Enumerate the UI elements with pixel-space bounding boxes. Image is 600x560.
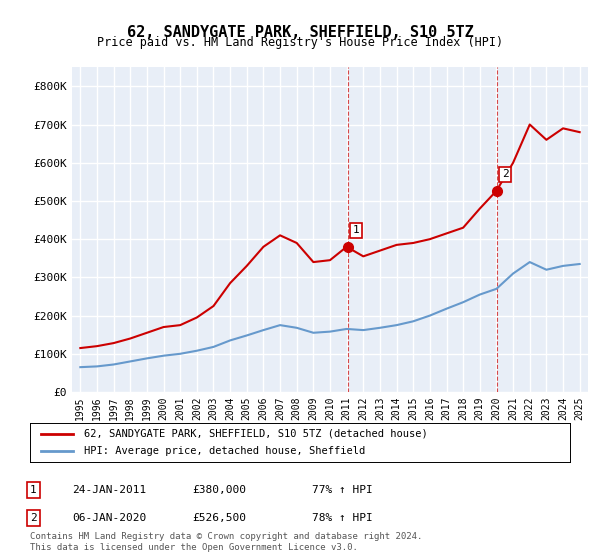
Text: HPI: Average price, detached house, Sheffield: HPI: Average price, detached house, Shef… [84, 446, 365, 456]
Text: 1: 1 [353, 226, 360, 235]
Text: £526,500: £526,500 [192, 513, 246, 523]
Text: 62, SANDYGATE PARK, SHEFFIELD, S10 5TZ: 62, SANDYGATE PARK, SHEFFIELD, S10 5TZ [127, 25, 473, 40]
Text: 62, SANDYGATE PARK, SHEFFIELD, S10 5TZ (detached house): 62, SANDYGATE PARK, SHEFFIELD, S10 5TZ (… [84, 429, 428, 439]
Text: Contains HM Land Registry data © Crown copyright and database right 2024.
This d: Contains HM Land Registry data © Crown c… [30, 532, 422, 552]
Text: 2: 2 [30, 513, 37, 523]
Text: £380,000: £380,000 [192, 485, 246, 495]
Text: Price paid vs. HM Land Registry's House Price Index (HPI): Price paid vs. HM Land Registry's House … [97, 36, 503, 49]
Text: 78% ↑ HPI: 78% ↑ HPI [312, 513, 373, 523]
Text: 24-JAN-2011: 24-JAN-2011 [72, 485, 146, 495]
Text: 2: 2 [502, 170, 509, 179]
Text: 1: 1 [30, 485, 37, 495]
Text: 06-JAN-2020: 06-JAN-2020 [72, 513, 146, 523]
Text: 77% ↑ HPI: 77% ↑ HPI [312, 485, 373, 495]
